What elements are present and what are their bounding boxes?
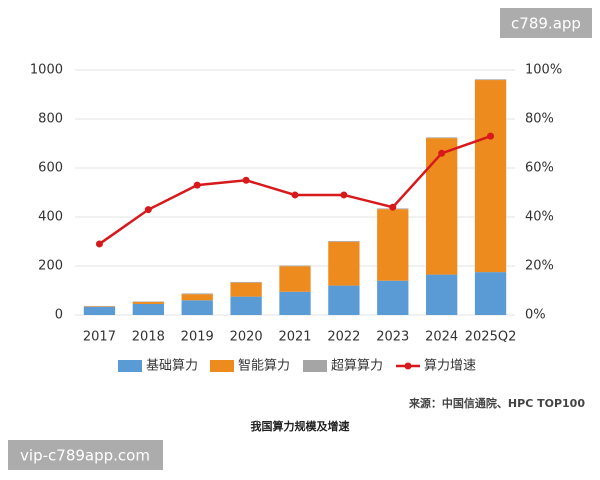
y2-tick-label: 60% [525, 161, 554, 176]
y-tick-label: 600 [38, 161, 63, 176]
x-tick-label: 2018 [132, 330, 165, 345]
bar [426, 274, 458, 315]
bar [474, 272, 507, 315]
x-tick-label: 2017 [83, 330, 116, 345]
bar [279, 291, 311, 315]
bar [230, 282, 262, 297]
bar [230, 296, 262, 315]
caption: 我国算力规模及增速 [251, 419, 350, 433]
bar [426, 138, 458, 275]
legend-label: 算力增速 [424, 359, 476, 374]
y-tick-label: 800 [38, 112, 63, 127]
y-tick-label: 0 [55, 308, 63, 323]
bar [377, 280, 409, 315]
bar [426, 137, 458, 139]
point [144, 206, 152, 214]
x-tick-label: 2022 [327, 330, 360, 345]
legend-swatch [210, 360, 234, 372]
point [242, 176, 250, 184]
bar [279, 265, 311, 267]
bar [474, 79, 507, 81]
x-tick-label: 2021 [278, 330, 311, 345]
x-tick-label: 2025Q2 [465, 330, 517, 345]
watermark: vip-c789app.com [20, 447, 150, 465]
y2-tick-label: 40% [525, 210, 554, 225]
legend-label: 基础算力 [146, 359, 198, 374]
legend-swatch [118, 360, 142, 372]
watermark-box [500, 8, 592, 38]
y-tick-label: 400 [38, 210, 63, 225]
bar [181, 293, 213, 295]
bar [377, 209, 409, 281]
bar [328, 241, 360, 242]
x-tick-label: 2024 [425, 330, 458, 345]
bar [181, 294, 213, 301]
point [389, 203, 397, 211]
point [95, 240, 103, 248]
point [487, 132, 495, 140]
x-tick-label: 2020 [230, 330, 263, 345]
bar [181, 300, 213, 315]
y-tick-label: 200 [38, 259, 63, 274]
point [193, 181, 201, 189]
legend-swatch [303, 360, 327, 372]
legend-label: 超算算力 [331, 359, 383, 374]
bar [279, 266, 311, 292]
bar [328, 285, 360, 315]
point [340, 191, 348, 199]
bar [230, 281, 262, 283]
source: 来源：中国信通院、HPC TOP100 [408, 396, 585, 410]
x-tick-label: 2019 [181, 330, 214, 345]
y2-tick-label: 80% [525, 112, 554, 127]
point [438, 149, 446, 157]
legend-point [404, 362, 412, 370]
x-tick-label: 2023 [376, 330, 409, 345]
bar [132, 302, 164, 304]
y2-tick-label: 0% [525, 308, 546, 323]
bar [83, 306, 116, 315]
y2-tick-label: 100% [525, 63, 562, 78]
y2-tick-label: 20% [525, 259, 554, 274]
watermark: c789.app [511, 15, 581, 33]
y-tick-label: 1000 [30, 63, 63, 78]
bar [474, 80, 507, 273]
bar [132, 303, 164, 315]
watermark-box [8, 440, 163, 470]
legend-label: 智能算力 [238, 359, 290, 374]
bar [328, 241, 360, 286]
point [291, 191, 299, 199]
